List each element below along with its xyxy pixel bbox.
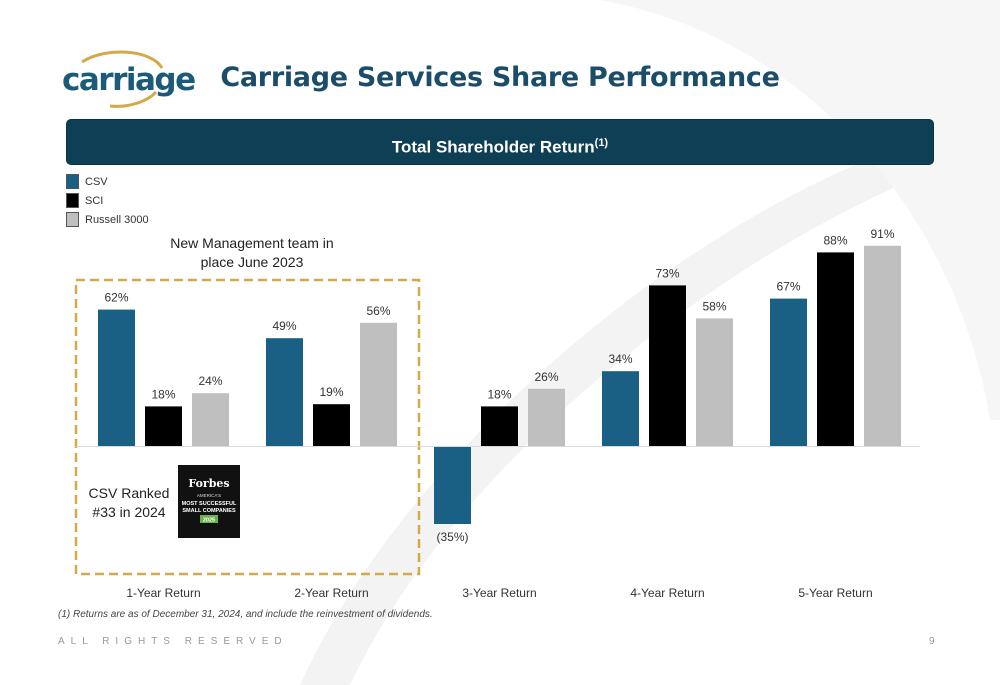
data-label-2-1: 56% <box>366 304 390 318</box>
bar-1-2 <box>481 406 518 446</box>
legend-item-csv: CSV <box>66 172 149 191</box>
bar-1-4 <box>817 252 854 446</box>
data-label-0-2: (35%) <box>436 530 468 544</box>
data-label-0-0: 62% <box>104 291 128 305</box>
x-tick-label-1: 2-Year Return <box>294 586 368 600</box>
data-label-0-4: 67% <box>776 280 800 294</box>
forbes-badge-line2: MOST SUCCESSFUL <box>182 501 237 507</box>
legend-swatch-sci <box>66 193 79 208</box>
banner-title: Total Shareholder Return <box>391 137 595 157</box>
data-label-2-0: 24% <box>198 374 222 388</box>
data-label-0-1: 49% <box>272 319 296 333</box>
bar-2-0 <box>192 393 229 446</box>
forbes-badge-year: 2025 <box>203 518 215 524</box>
page-number: 9 <box>929 636 935 647</box>
legend-label-sci: SCI <box>85 194 104 207</box>
forbes-badge-year-box <box>200 515 218 523</box>
page-title: Carriage Services Share Performance <box>220 62 780 93</box>
management-note-line1: New Management team in <box>170 235 333 251</box>
bar-2-4 <box>864 245 901 446</box>
bar-1-0 <box>145 406 182 446</box>
data-label-2-2: 26% <box>534 370 558 384</box>
banner-footnote-marker: (1) <box>594 137 609 149</box>
data-label-1-4: 88% <box>823 233 847 247</box>
ranked-line2: #33 in 2024 <box>92 504 165 520</box>
forbes-badge-line1: AMERICA'S <box>197 493 221 498</box>
legend-swatch-russell <box>66 212 79 227</box>
legend-swatch-csv <box>66 174 79 189</box>
data-label-0-3: 34% <box>608 352 632 366</box>
data-label-1-2: 18% <box>487 387 511 401</box>
bar-2-1 <box>360 322 397 446</box>
legend-label-russell: Russell 3000 <box>85 213 149 226</box>
bar-1-3 <box>649 285 686 446</box>
section-banner: Total Shareholder Return(1) <box>66 119 934 165</box>
bar-0-2 <box>434 447 471 524</box>
rights-reserved: ALL RIGHTS RESERVED <box>58 636 288 647</box>
bar-2-3 <box>696 318 733 446</box>
bar-0-4 <box>770 298 807 446</box>
logo-text: carriage <box>62 62 196 98</box>
ranked-line1: CSV Ranked <box>89 485 170 501</box>
data-label-1-0: 18% <box>151 387 175 401</box>
legend-item-sci: SCI <box>66 191 149 210</box>
highlight-box <box>74 278 421 576</box>
forbes-badge <box>178 465 240 538</box>
bar-0-1 <box>266 338 303 446</box>
carriage-logo: carriage <box>52 48 196 110</box>
data-label-2-3: 58% <box>702 299 726 313</box>
bar-0-0 <box>98 309 135 446</box>
x-tick-label-3: 4-Year Return <box>630 586 704 600</box>
bar-1-1 <box>313 404 350 446</box>
x-tick-label-2: 3-Year Return <box>462 586 536 600</box>
data-label-2-4: 91% <box>870 227 894 241</box>
bar-0-3 <box>602 371 639 446</box>
chart-legend: CSV SCI Russell 3000 <box>66 172 149 229</box>
x-tick-label-0: 1-Year Return <box>126 586 200 600</box>
logo-arc-icon <box>81 50 164 108</box>
management-note-line2: place June 2023 <box>201 254 304 270</box>
legend-item-russell: Russell 3000 <box>66 210 149 229</box>
data-label-1-1: 19% <box>319 385 343 399</box>
forbes-badge-title: Forbes <box>188 477 229 490</box>
bar-2-2 <box>528 388 565 446</box>
forbes-badge-line3: SMALL COMPANIES <box>182 508 236 514</box>
footnote: (1) Returns are as of December 31, 2024,… <box>58 609 433 620</box>
data-label-1-3: 73% <box>655 266 679 280</box>
x-tick-label-4: 5-Year Return <box>798 586 872 600</box>
legend-label-csv: CSV <box>85 175 108 188</box>
